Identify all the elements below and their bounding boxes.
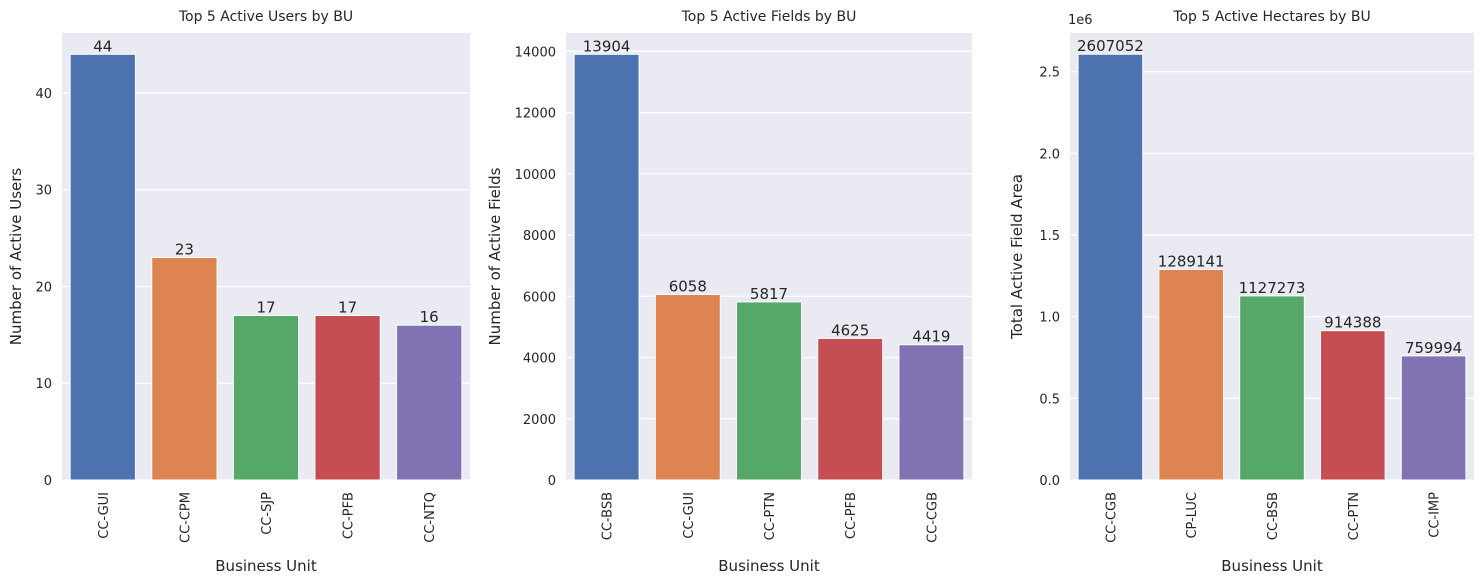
y-tick-label: 1.0 xyxy=(1039,311,1060,326)
y-tick-label: 30 xyxy=(35,184,52,199)
y-tick-label: 2.0 xyxy=(1039,147,1060,162)
y-tick-label: 10 xyxy=(35,377,52,392)
x-tick-label: CP-LUC xyxy=(1185,492,1200,539)
y-tick-label: 0 xyxy=(44,474,52,489)
y-tick-label: 20 xyxy=(35,280,52,295)
x-axis-label: Business Unit xyxy=(215,557,317,575)
x-tick-label: CC-PFB xyxy=(342,492,357,539)
bar xyxy=(817,337,884,481)
chart-title: Top 5 Active Users by BU xyxy=(178,9,353,25)
bar xyxy=(1400,355,1467,481)
x-axis-label: Business Unit xyxy=(1221,557,1323,575)
data-label: 1127273 xyxy=(1239,279,1306,297)
bar xyxy=(1239,295,1305,481)
y-tick-label: 12000 xyxy=(515,107,556,122)
y-tick-label: 4000 xyxy=(523,352,556,367)
x-tick-label: CC-CGB xyxy=(1104,492,1119,543)
x-tick-label: CC-NTQ xyxy=(423,492,438,543)
bar xyxy=(1319,330,1386,481)
y-offset-text: 1e6 xyxy=(1068,13,1093,28)
bar xyxy=(898,344,965,481)
bar xyxy=(314,315,381,481)
x-tick-label: CC-PTN xyxy=(763,492,778,540)
bar xyxy=(396,324,463,481)
chart-title: Top 5 Active Hectares by BU xyxy=(1172,9,1370,25)
data-label: 6058 xyxy=(669,278,707,296)
x-tick-label: CC-GUI xyxy=(97,492,112,539)
chart-title: Top 5 Active Fields by BU xyxy=(681,9,857,25)
data-label: 13904 xyxy=(583,37,631,55)
bar xyxy=(232,315,300,481)
x-tick-label: CC-SJP xyxy=(260,492,275,535)
data-label: 44 xyxy=(93,37,112,55)
y-tick-label: 0.5 xyxy=(1039,392,1060,407)
x-tick-label: CC-GUI xyxy=(682,492,697,539)
x-tick-label: CC-PTN xyxy=(1347,492,1362,540)
x-tick-label: CC-BSB xyxy=(1266,492,1281,540)
x-tick-label: CC-BSB xyxy=(601,492,616,540)
y-axis-label: Total Active Field Area xyxy=(1008,174,1026,340)
bar xyxy=(1158,268,1225,481)
y-tick-label: 40 xyxy=(35,87,52,102)
x-tick-label: CC-CPM xyxy=(178,492,193,543)
y-tick-label: 10000 xyxy=(515,168,556,183)
y-axis-label: Number of Active Users xyxy=(7,168,25,346)
data-label: 16 xyxy=(420,308,439,326)
data-label: 4419 xyxy=(912,328,950,346)
y-tick-label: 14000 xyxy=(515,45,556,60)
bar xyxy=(151,256,218,481)
data-label: 1289141 xyxy=(1158,252,1225,270)
y-tick-label: 0 xyxy=(548,474,556,489)
bar xyxy=(1077,53,1144,481)
data-label: 914388 xyxy=(1324,314,1381,332)
data-label: 17 xyxy=(256,299,275,317)
data-label: 4625 xyxy=(831,321,869,339)
data-label: 5817 xyxy=(750,285,788,303)
x-axis-label: Business Unit xyxy=(718,557,820,575)
y-tick-label: 0.0 xyxy=(1039,474,1060,489)
y-tick-label: 1.5 xyxy=(1039,229,1060,244)
data-label: 23 xyxy=(175,240,194,258)
data-label: 17 xyxy=(338,299,357,317)
bar xyxy=(736,301,802,481)
y-axis-label: Number of Active Fields xyxy=(486,167,504,345)
x-tick-label: CC-CGB xyxy=(925,492,940,543)
y-tick-label: 2000 xyxy=(523,413,556,428)
data-label: 759994 xyxy=(1405,339,1462,357)
x-tick-label: CC-PFB xyxy=(844,492,859,539)
bar xyxy=(654,294,721,481)
bar xyxy=(69,53,136,481)
data-label: 2607052 xyxy=(1077,37,1144,55)
bar xyxy=(573,53,640,481)
y-tick-label: 2.5 xyxy=(1039,66,1060,81)
y-tick-label: 8000 xyxy=(523,229,556,244)
y-tick-label: 6000 xyxy=(523,290,556,305)
x-tick-label: CC-IMP xyxy=(1428,492,1443,538)
